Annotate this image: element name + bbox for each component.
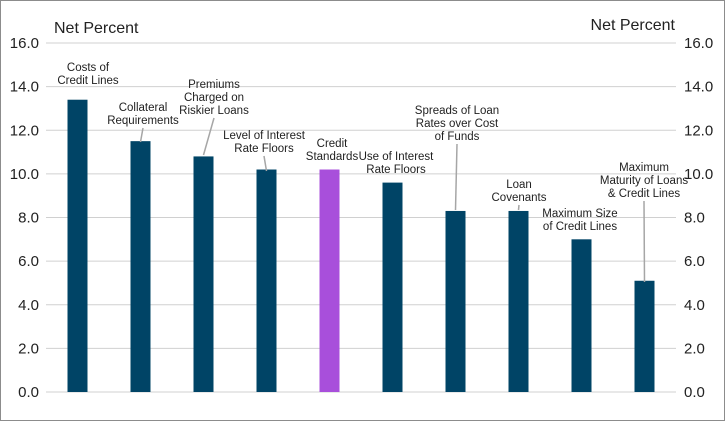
y-tick-label-right: 0.0	[684, 384, 705, 401]
label-leader-line	[643, 200, 646, 283]
label-leader-line	[139, 127, 144, 143]
y-tick-label-left: 12.0	[10, 122, 39, 139]
bar-data-label: Maximum Size of Credit Lines	[542, 208, 617, 233]
y-tick-label-right: 8.0	[684, 210, 705, 227]
bar-data-label: Collateral Requirements	[107, 102, 179, 127]
bar-loan-covenants	[508, 210, 529, 392]
y-tick-label-right: 2.0	[684, 340, 705, 357]
y-tick-label-left: 0.0	[18, 384, 39, 401]
y-tick-label-right: 16.0	[684, 35, 713, 52]
y-tick-label-right: 6.0	[684, 253, 705, 270]
bar-data-label: Spreads of Loan Rates over Cost of Funds	[415, 105, 499, 143]
bar-data-label: Loan Covenants	[492, 179, 547, 204]
bar-maximum-size-of-credit-lines	[571, 239, 592, 392]
y-tick-label-left: 8.0	[18, 210, 39, 227]
label-leader-line	[263, 155, 268, 172]
label-leader-line	[517, 204, 520, 211]
y-axis-title-left: Net Percent	[54, 20, 139, 37]
bar-data-label: Level of Interest Rate Floors	[223, 130, 306, 155]
bar-data-label: Credit Standards	[306, 138, 359, 163]
bar-data-label: Premiums Charged on Riskier Loans	[179, 79, 249, 117]
y-tick-label-left: 6.0	[18, 253, 39, 270]
y-tick-label-right: 14.0	[684, 79, 713, 96]
bar-spreads-of-loan-rates-over-cost-of-funds	[445, 210, 466, 392]
bar-collateral-requirements	[130, 141, 151, 392]
y-axis-title-right: Net Percent	[591, 17, 676, 34]
y-tick-label-right: 4.0	[684, 297, 705, 314]
y-tick-label-right: 10.0	[684, 166, 713, 183]
bar-data-label: Maximum Maturity of Loans & Credit Lines	[600, 162, 688, 200]
y-tick-label-left: 14.0	[10, 79, 39, 96]
y-tick-label-left: 10.0	[10, 166, 39, 183]
bar-credit-standards	[319, 169, 340, 392]
y-tick-label-left: 2.0	[18, 340, 39, 357]
label-leader-line	[202, 117, 215, 156]
bar-data-label: Use of Interest Rate Floors	[359, 151, 435, 176]
y-tick-label-left: 16.0	[10, 35, 39, 52]
y-tick-label-right: 12.0	[684, 122, 713, 139]
bar-premiums-charged-on-riskier-loans	[193, 156, 214, 392]
y-tick-label-left: 4.0	[18, 297, 39, 314]
bar-level-of-interest-rate-floors	[256, 169, 277, 392]
bar-maximum-maturity-of-loans-credit-lines	[634, 280, 655, 392]
bar-use-of-interest-rate-floors	[382, 182, 403, 392]
label-leader-line	[454, 143, 458, 211]
bar-costs-of-credit-lines	[67, 99, 88, 393]
bar-data-label: Costs of Credit Lines	[57, 62, 119, 87]
